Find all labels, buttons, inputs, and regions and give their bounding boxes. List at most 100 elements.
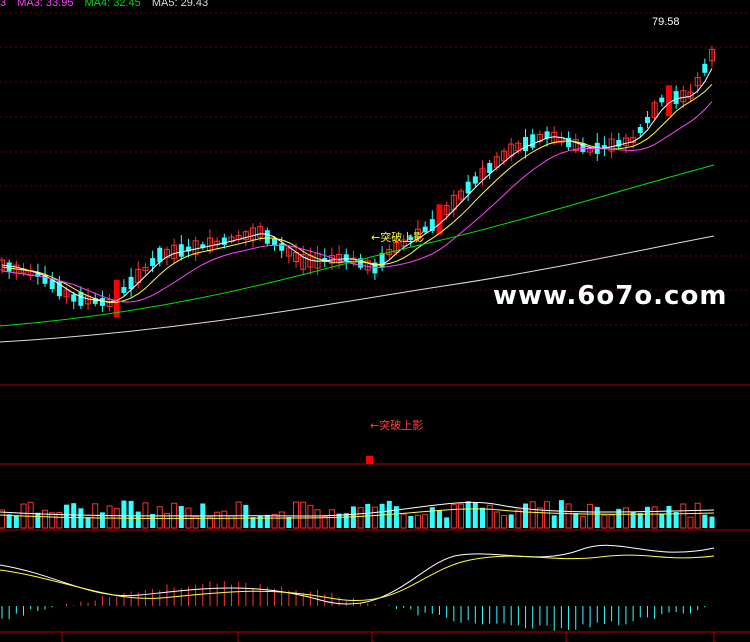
candle-body xyxy=(436,204,443,235)
candle-body xyxy=(49,279,55,290)
volume-bar xyxy=(523,503,529,528)
volume-bar xyxy=(343,513,349,528)
candle-body xyxy=(429,219,435,231)
candle-body xyxy=(443,205,450,215)
volume-bar xyxy=(99,512,105,528)
candle-body xyxy=(393,242,400,253)
volume-bar xyxy=(508,514,514,528)
volume-bar xyxy=(300,501,307,529)
volume-bar xyxy=(544,501,551,529)
candle-body xyxy=(71,294,77,302)
candle-body xyxy=(665,85,672,117)
volume-bar xyxy=(371,506,378,529)
volume-bar xyxy=(601,514,608,529)
legend-ma5: MA5: 29.43 xyxy=(151,0,209,9)
candle-body xyxy=(487,162,493,174)
candle-body xyxy=(544,131,550,139)
candle-body xyxy=(637,127,643,133)
candle-body xyxy=(300,254,307,270)
ma5-line xyxy=(0,235,715,343)
volume-bar xyxy=(128,500,134,528)
ma3-line xyxy=(1,101,713,303)
candle-body xyxy=(358,258,364,268)
volume-bar xyxy=(357,507,364,529)
volume-bar xyxy=(551,515,557,528)
candle-body xyxy=(408,236,414,241)
candle-body xyxy=(200,244,206,248)
watermark: www.6o7o.com xyxy=(493,281,728,311)
candle-body xyxy=(680,90,687,103)
volume-bar xyxy=(156,506,163,529)
grid-lines xyxy=(0,12,750,642)
candle-body xyxy=(673,91,679,104)
candle-body xyxy=(250,227,257,241)
candle-body xyxy=(157,247,163,263)
volume-bar xyxy=(214,511,221,529)
volume-bar xyxy=(27,501,34,529)
candle-body xyxy=(6,262,12,272)
candle-body xyxy=(536,133,543,143)
volume-bar xyxy=(457,503,464,529)
candle-body xyxy=(493,156,500,168)
candle-body xyxy=(530,134,536,148)
candle-body xyxy=(566,137,572,148)
volume-bar xyxy=(150,514,156,528)
candle-body xyxy=(178,244,184,257)
candle-body xyxy=(372,262,378,274)
candle-body xyxy=(92,298,98,304)
volume-bar xyxy=(594,506,600,528)
volume-bar xyxy=(465,501,471,528)
volume-bar xyxy=(178,506,184,528)
volume-bar xyxy=(35,512,41,528)
candle-body xyxy=(616,139,622,147)
volume-bar xyxy=(206,516,213,529)
breakout-annotation: ←突破上影 xyxy=(371,230,424,244)
candle-body xyxy=(322,258,328,262)
candle-body xyxy=(63,289,70,298)
candle-body xyxy=(35,273,41,277)
volume-bar xyxy=(429,507,435,528)
candle-body xyxy=(185,246,191,252)
volume-bar xyxy=(71,503,77,528)
candle-body xyxy=(709,48,715,62)
price-high-label: 79.58 xyxy=(652,16,680,28)
candle-body xyxy=(659,97,665,103)
candle-body xyxy=(651,102,658,118)
volume-bar xyxy=(64,504,70,528)
volume-bar xyxy=(444,517,450,528)
volume-bar xyxy=(243,504,249,528)
candle-body xyxy=(644,116,650,124)
volume-bar xyxy=(687,516,694,529)
candle-body xyxy=(121,287,127,293)
volume-avg-1 xyxy=(0,501,715,517)
volume-bar xyxy=(278,511,285,529)
candle-body xyxy=(78,292,84,306)
volume-bar xyxy=(529,501,536,529)
volume-bar xyxy=(450,504,457,529)
candle-body xyxy=(163,248,170,259)
volume-bar xyxy=(328,509,335,529)
volume-bar xyxy=(221,510,228,529)
volume-bar xyxy=(257,515,263,528)
candle-body xyxy=(465,181,471,194)
volume-bar xyxy=(630,511,636,528)
ma-legend: 3 MA3: 33.95 MA4: 32.45 MA5: 29.43 xyxy=(0,0,216,11)
volume-bar xyxy=(622,507,629,529)
legend-prefix: 3 xyxy=(0,0,7,9)
volume-bar xyxy=(480,507,486,528)
volume-bar xyxy=(659,513,665,528)
signal-annotation: ←突破上影 xyxy=(370,418,423,432)
volume-bar xyxy=(694,502,701,529)
volume-bar xyxy=(264,514,270,528)
volume-bar xyxy=(307,504,314,529)
volume-bar xyxy=(472,502,478,528)
candle-body xyxy=(379,253,385,267)
candle-body xyxy=(343,254,349,262)
volume-bar xyxy=(709,516,715,528)
candle-body xyxy=(479,168,486,180)
volume-bar xyxy=(379,503,385,528)
volume-bar xyxy=(393,506,399,528)
volume-bar xyxy=(587,503,594,529)
candle-body xyxy=(128,276,134,290)
candle-body xyxy=(242,231,249,241)
